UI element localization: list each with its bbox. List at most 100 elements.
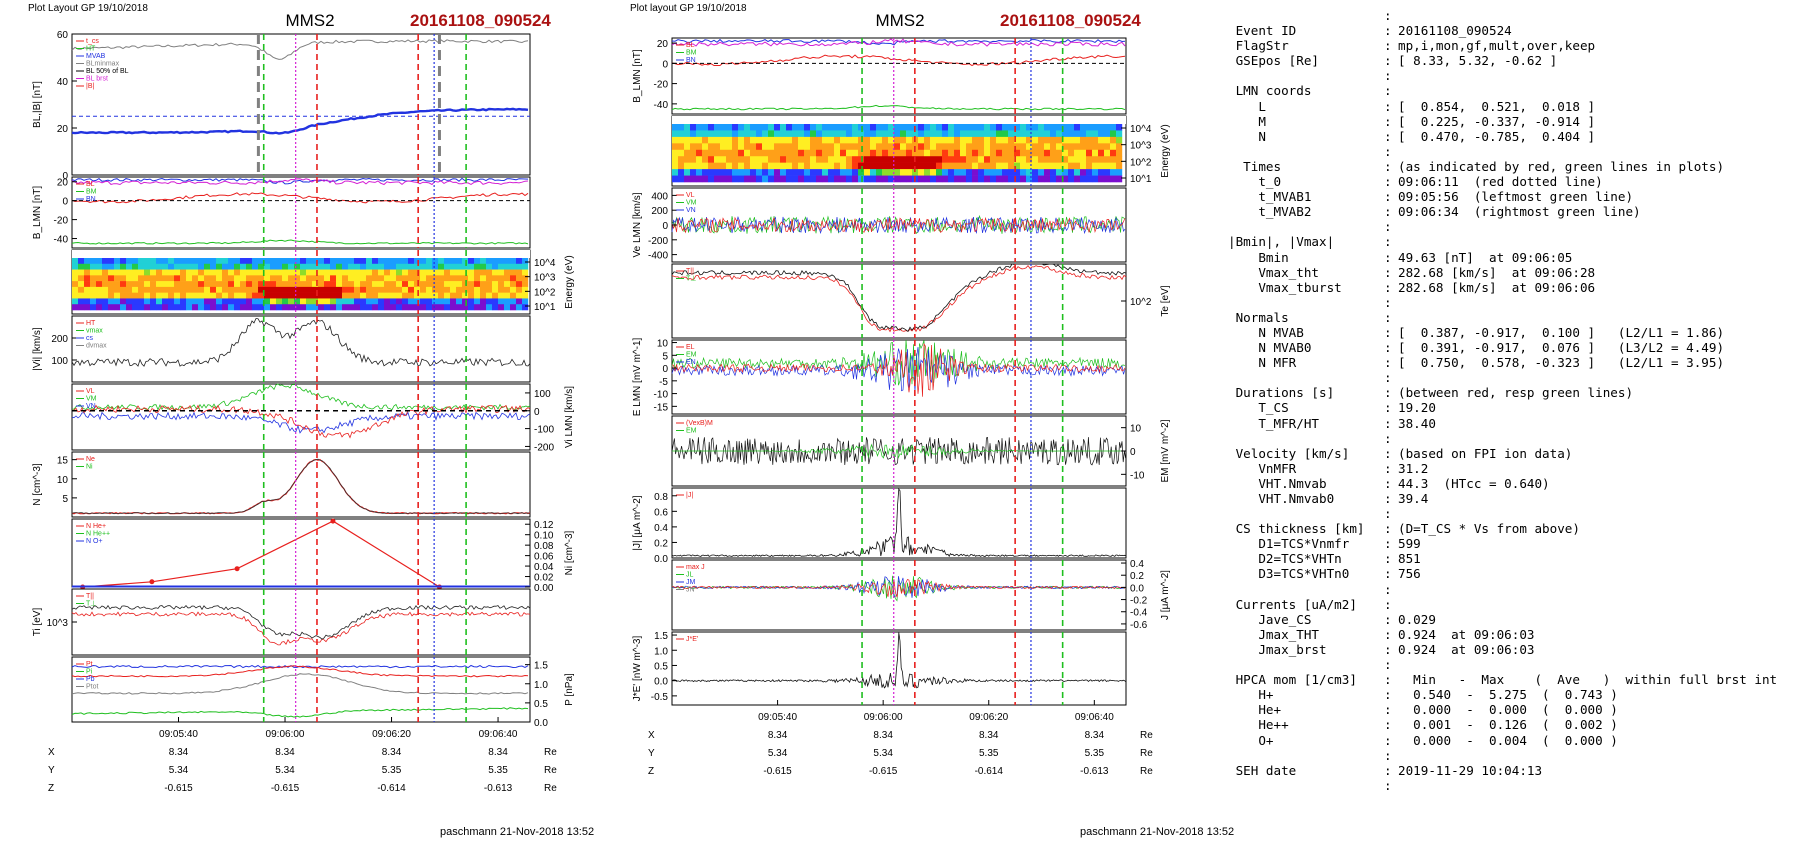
spectrogram-cell: [1002, 124, 1009, 131]
spectrogram-cell: [510, 286, 517, 293]
legend-label: JN: [686, 587, 695, 594]
info-key: SEH date: [1228, 762, 1297, 778]
spectrogram-cell: [126, 258, 133, 265]
spectrogram-cell: [306, 298, 313, 305]
spectrogram-cell: [1086, 143, 1093, 151]
spectrogram-cell: [804, 136, 811, 144]
spectrogram-cell: [930, 124, 937, 131]
footer-credit: paschmann 21-Nov-2018 13:52: [440, 826, 594, 838]
spectrogram-cell: [300, 275, 307, 282]
spectrogram-cell: [930, 130, 937, 138]
spectrogram-cell: [684, 175, 691, 183]
y-tick-label: 5: [62, 494, 68, 505]
spectrogram-cell: [402, 298, 409, 305]
info-colon: :: [1384, 309, 1392, 325]
y-tick-label: 1.5: [654, 631, 668, 642]
spectrogram-cell: [456, 258, 463, 265]
legend-label: Ptot: [86, 684, 99, 691]
spectrogram-cell: [444, 275, 451, 282]
info-colon: :: [1384, 506, 1392, 522]
spectrogram-cell: [1014, 156, 1021, 163]
spectrogram-cell: [738, 175, 745, 183]
spectrogram-cell: [1044, 175, 1051, 183]
spectrogram-cell: [984, 143, 991, 151]
spectrogram-cell: [816, 136, 823, 144]
legend-label: vmax: [86, 328, 103, 335]
info-row: VHT.Nmvab:44.3 (HTcc = 0.640): [1228, 476, 1798, 491]
info-key: N: [1228, 128, 1266, 144]
spectrogram-cell: [516, 281, 523, 288]
spectrogram-cell: [798, 143, 805, 151]
spectrogram-cell: [1068, 124, 1075, 131]
spectrogram-cell: [222, 292, 229, 299]
spectrogram-cell: [120, 281, 127, 288]
series-He-pp: [82, 520, 440, 588]
spectrogram-cell: [246, 258, 253, 265]
spectrogram-cell: [888, 149, 895, 157]
spectrogram-cell: [222, 281, 229, 288]
spectrogram-cell: [174, 286, 181, 293]
series-BL-brst: [71, 107, 529, 135]
ephemeris-row-label: Y: [648, 748, 655, 759]
spectrogram-cell: [84, 286, 91, 293]
spectrogram-cell: [690, 175, 697, 183]
spectrogram-cell: [126, 304, 133, 311]
spectrogram-cell: [288, 304, 295, 311]
spectrogram-cell: [96, 263, 103, 270]
spectrogram-cell: [774, 169, 781, 176]
spectrogram-cell: [402, 292, 409, 299]
info-row: t_0:09:06:11 (red dotted line): [1228, 174, 1798, 189]
y-tick-label: 200: [651, 206, 668, 217]
spectrogram-cell: [822, 124, 829, 131]
plot-header: Plot layout GP 19/10/2018: [630, 3, 747, 14]
info-row: t_MVAB2:09:06:34 (rightmost green line): [1228, 204, 1798, 219]
spectrogram-cell: [1050, 175, 1057, 183]
info-colon: :: [1384, 672, 1392, 688]
spectrogram-cell: [252, 275, 259, 282]
spectrogram-cell: [1110, 169, 1117, 176]
spectrogram-cell: [702, 162, 709, 170]
spectrogram-cell: [348, 298, 355, 305]
spectrogram-cell: [432, 269, 439, 276]
spectrogram-cell: [1110, 130, 1117, 138]
spectrogram-cell: [396, 269, 403, 276]
spectrogram-cell: [306, 275, 313, 282]
spectrogram-cell: [102, 258, 109, 265]
y-axis-label: N [cm^-3]: [32, 463, 43, 506]
spectrogram-cell: [114, 286, 121, 293]
y-tick-label: -10: [1130, 470, 1145, 481]
spectrogram-cell: [90, 269, 97, 276]
spectrogram-cell: [984, 130, 991, 138]
spectrogram-cell: [978, 130, 985, 138]
spectrogram-cell: [414, 263, 421, 270]
spectrogram-cell: [756, 124, 763, 131]
spectrogram-cell: [162, 292, 169, 299]
spectrogram-cell: [414, 304, 421, 311]
spectrogram-cell: [798, 162, 805, 170]
ephemeris-value: -0.614: [377, 783, 406, 794]
y-tick-label: 10: [1130, 424, 1142, 435]
spectrogram-cell: [1032, 162, 1039, 170]
spectrogram-cell: [1050, 143, 1057, 151]
spectrogram-cell: [1026, 175, 1033, 183]
spectrogram-cell: [114, 275, 121, 282]
spectrogram-cell: [258, 298, 265, 305]
spectrogram-cell: [876, 130, 883, 138]
spectrogram-cell: [324, 258, 331, 265]
spectrogram-cell: [114, 269, 121, 276]
spectrogram-cell: [1080, 162, 1087, 170]
spectrogram-cell: [942, 124, 949, 131]
spectrogram-cell: [1044, 169, 1051, 176]
spectrogram-cell: [1116, 162, 1123, 170]
legend-label: MVAB: [86, 53, 106, 60]
spectrogram-cell: [930, 143, 937, 151]
spectrogram-cell: [882, 175, 889, 183]
spectrogram-cell: [804, 149, 811, 157]
spectrogram-cell: [684, 149, 691, 157]
event-info-panel: : Event ID:20161108_090524 FlagStr: mp,i,…: [1228, 8, 1798, 808]
spectrogram-cell: [672, 130, 679, 138]
spectrogram-cell: [1068, 130, 1075, 138]
info-key: FlagStr: [1228, 38, 1289, 54]
spectrogram-cell: [918, 169, 925, 176]
y-tick-label: -20: [654, 80, 669, 91]
